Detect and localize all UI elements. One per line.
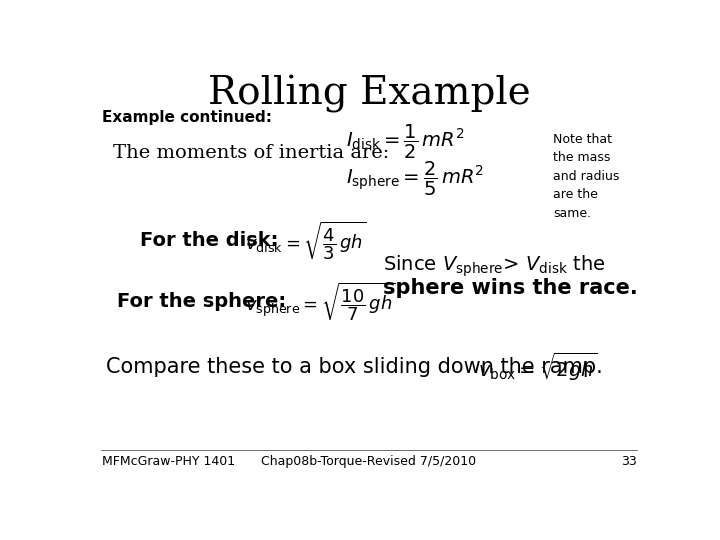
Text: MFMcGraw-PHY 1401: MFMcGraw-PHY 1401	[102, 455, 235, 468]
Text: The moments of inertia are:: The moments of inertia are:	[113, 144, 390, 163]
Text: $I_{\rm sphere} = \dfrac{2}{5}\,mR^2$: $I_{\rm sphere} = \dfrac{2}{5}\,mR^2$	[346, 160, 484, 198]
Text: Note that
the mass
and radius
are the
same.: Note that the mass and radius are the sa…	[554, 132, 620, 220]
Text: Rolling Example: Rolling Example	[207, 75, 531, 113]
Text: $v_{\rm disk} = \sqrt{\dfrac{4}{3}\,gh}$: $v_{\rm disk} = \sqrt{\dfrac{4}{3}\,gh}$	[245, 219, 366, 261]
Text: Example continued:: Example continued:	[102, 110, 271, 125]
Text: $I_{\rm disk} = \dfrac{1}{2}\,mR^2$: $I_{\rm disk} = \dfrac{1}{2}\,mR^2$	[346, 123, 464, 161]
Text: For the disk:: For the disk:	[140, 231, 279, 250]
Text: Compare these to a box sliding down the ramp.: Compare these to a box sliding down the …	[106, 356, 602, 376]
Text: 33: 33	[621, 455, 636, 468]
Text: Chap08b-Torque-Revised 7/5/2010: Chap08b-Torque-Revised 7/5/2010	[261, 455, 477, 468]
Text: $v_{\rm box} = \sqrt{2gh}$: $v_{\rm box} = \sqrt{2gh}$	[477, 350, 597, 383]
Text: sphere wins the race.: sphere wins the race.	[383, 278, 638, 298]
Text: Since $V_{\rm sphere}$> $V_{\rm disk}$ the: Since $V_{\rm sphere}$> $V_{\rm disk}$ t…	[383, 254, 606, 279]
Text: $v_{\rm sphere} = \sqrt{\dfrac{10}{7}\,gh}$: $v_{\rm sphere} = \sqrt{\dfrac{10}{7}\,g…	[245, 281, 396, 323]
Text: For the sphere:: For the sphere:	[117, 293, 287, 312]
